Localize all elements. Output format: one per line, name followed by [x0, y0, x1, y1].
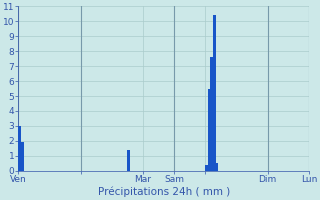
Bar [208, 89, 211, 171]
Bar [211, 57, 213, 171]
Bar [19, 126, 21, 171]
Bar [21, 142, 24, 171]
Bar [213, 15, 216, 171]
Bar [216, 163, 218, 171]
Bar [205, 165, 208, 171]
X-axis label: Précipitations 24h ( mm ): Précipitations 24h ( mm ) [98, 187, 230, 197]
Bar [127, 150, 130, 171]
